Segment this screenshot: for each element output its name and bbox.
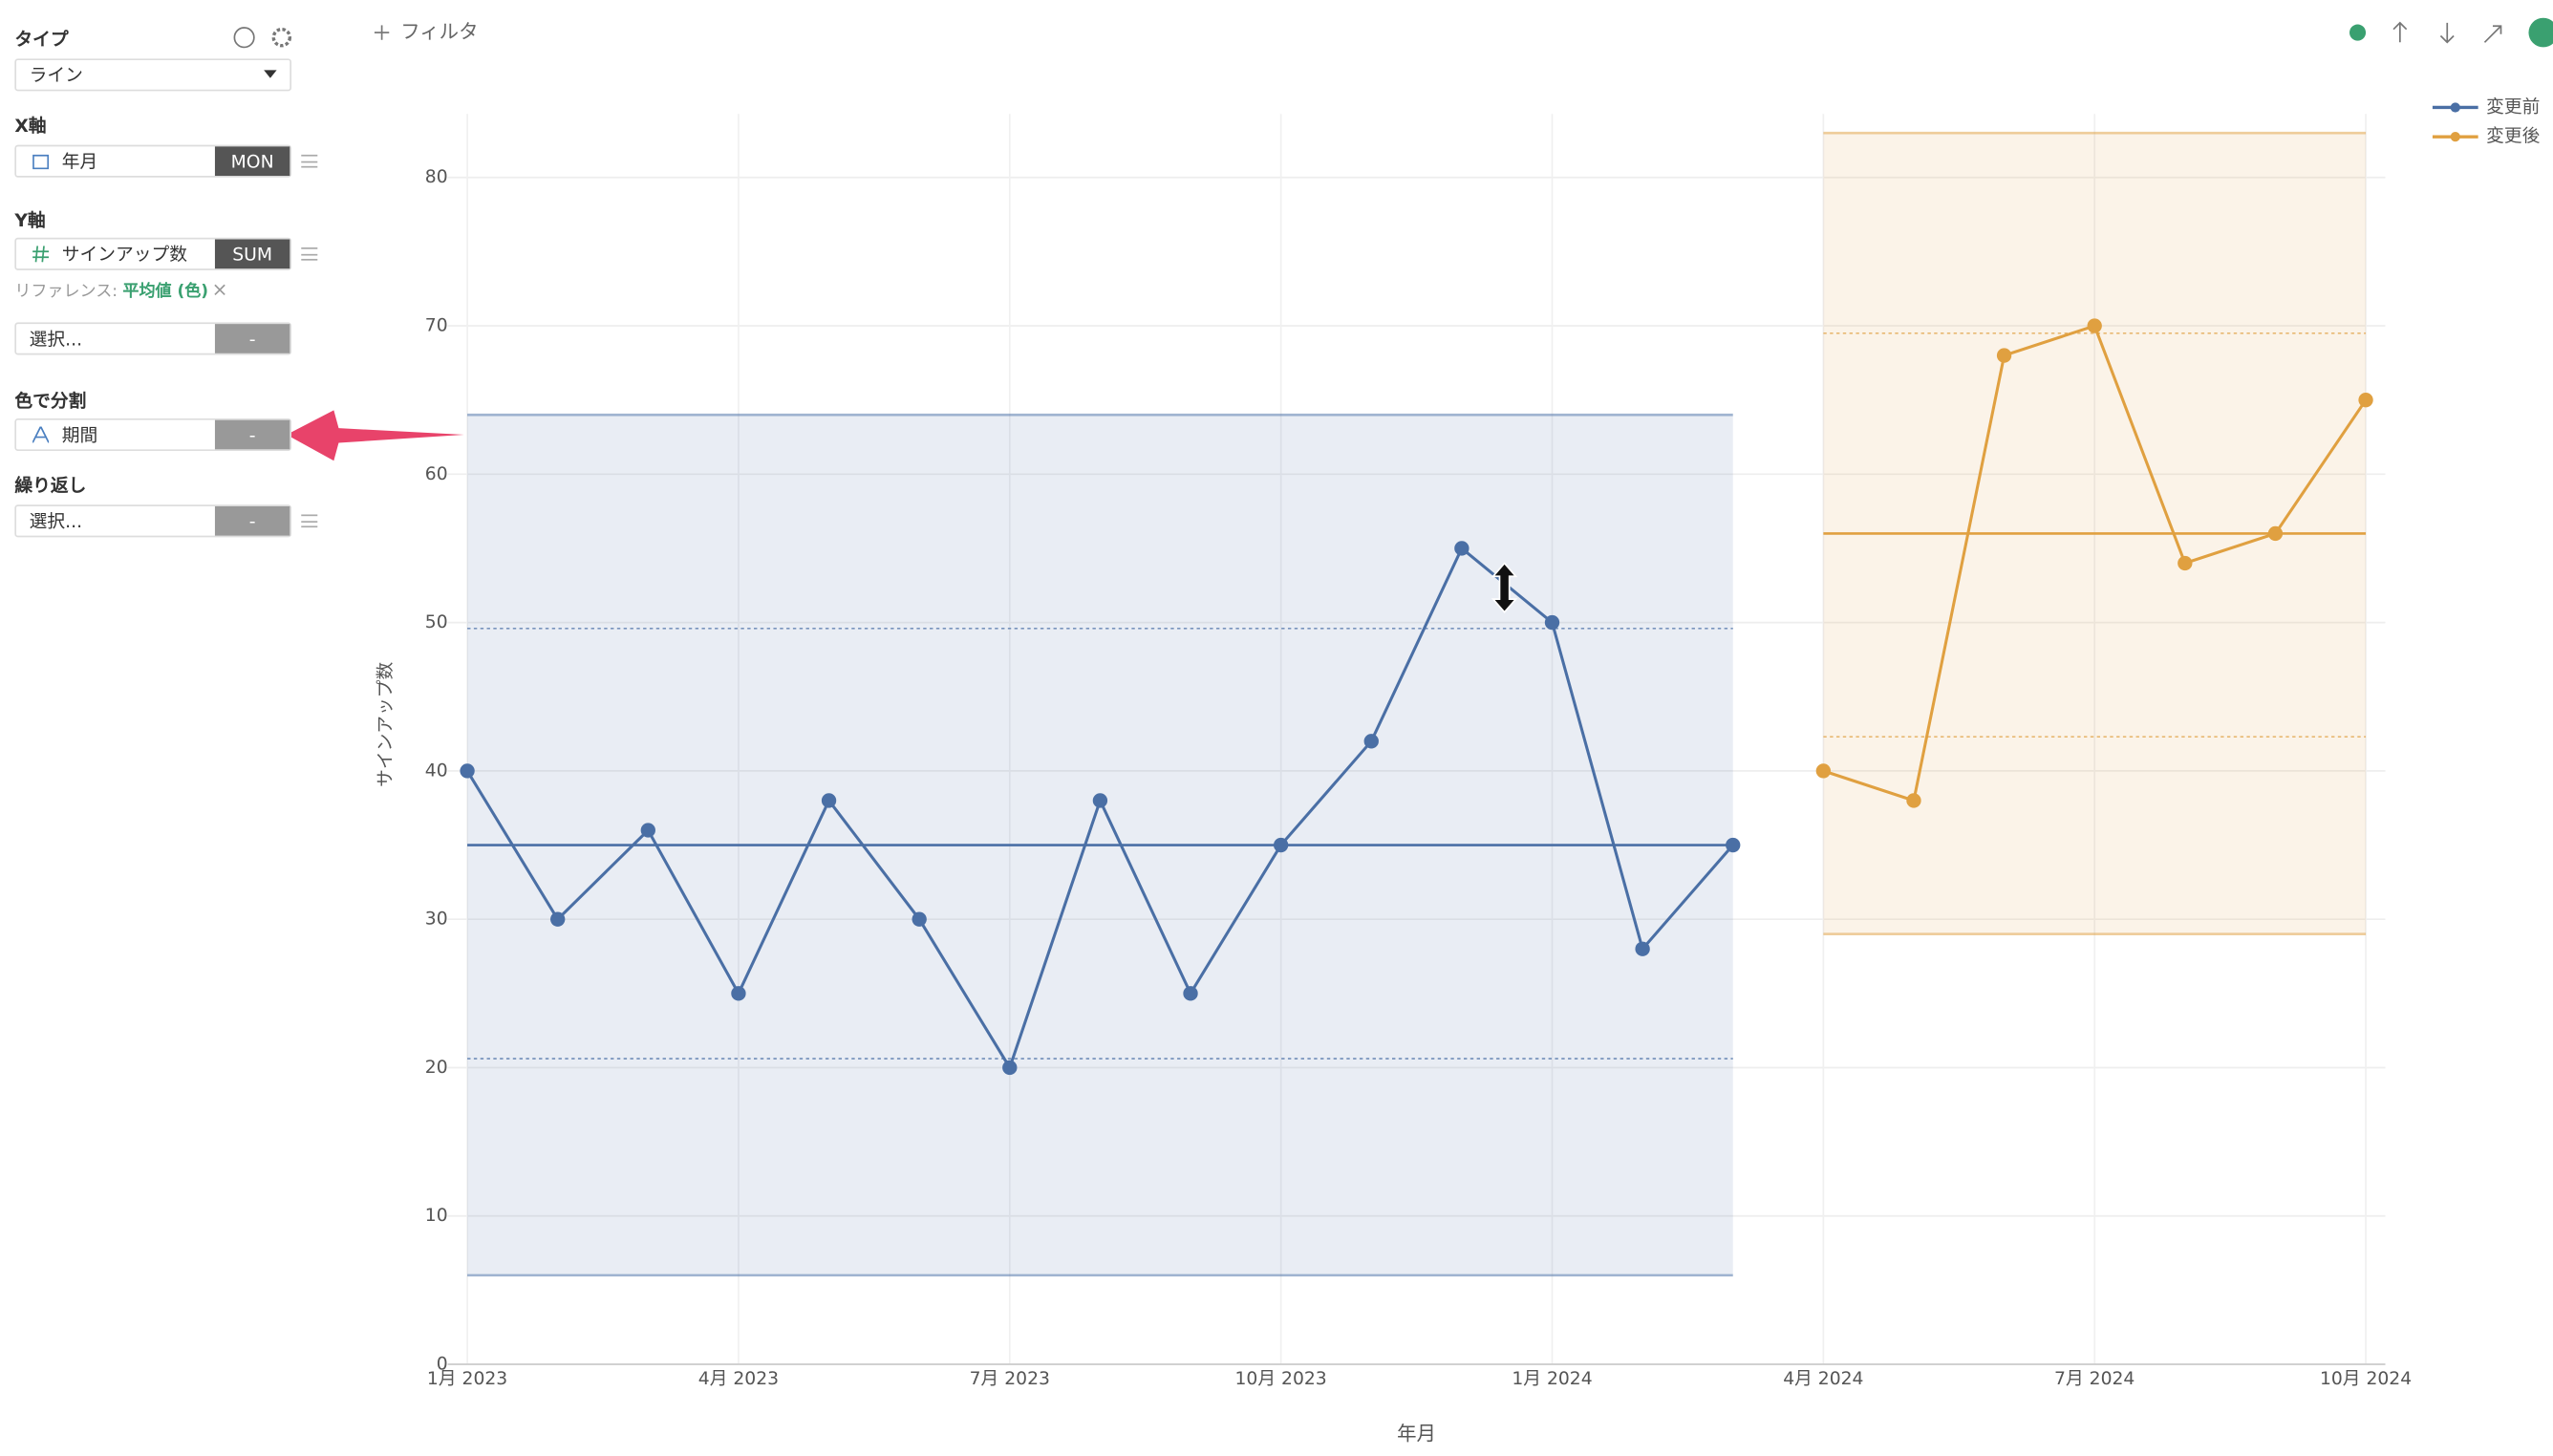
data-point: [912, 911, 927, 927]
y-tick-label: 70: [425, 316, 448, 336]
reference-value[interactable]: 平均値 (色): [122, 283, 209, 302]
annotation-arrow: [286, 410, 464, 461]
data-point: [640, 823, 655, 838]
repeat-field-name: 選択...: [29, 511, 83, 533]
data-point: [2358, 393, 2373, 408]
x-tick-label: 7月 2023: [970, 1369, 1050, 1389]
data-point: [1544, 614, 1560, 631]
menu-icon[interactable]: [301, 154, 318, 168]
x-tick-label: 7月 2024: [2054, 1369, 2135, 1389]
avatar[interactable]: [2528, 17, 2553, 48]
y-tick-label: 60: [425, 464, 448, 484]
color-agg[interactable]: -: [214, 419, 290, 450]
plot-area: 0 10 20 30 40 50 60 70 80 1月 2023 4月 2023 7月 2023 10…: [375, 97, 2540, 1445]
y-axis-label: Y軸: [14, 209, 46, 231]
repeat-field[interactable]: 選択... -: [14, 504, 292, 538]
x-tick-label: 1月 2024: [1512, 1369, 1592, 1389]
y-tick-label: 20: [425, 1058, 448, 1078]
y-tick-label: 0: [437, 1355, 448, 1375]
y-tick-label: 30: [425, 910, 448, 930]
help-icon[interactable]: [233, 27, 255, 49]
repeat-agg[interactable]: -: [214, 505, 290, 536]
x-tick-label: 4月 2024: [1783, 1369, 1863, 1389]
type-label: タイプ: [14, 29, 69, 51]
upload-icon[interactable]: [2392, 21, 2408, 43]
y-tick-label: 80: [425, 167, 448, 187]
x-agg[interactable]: MON: [214, 146, 290, 177]
data-point: [1726, 837, 1741, 853]
expand-icon[interactable]: [2483, 25, 2502, 43]
data-point: [2087, 318, 2102, 333]
x-tick-label: 1月 2023: [427, 1369, 507, 1389]
x-axis-label: X軸: [14, 115, 47, 138]
color-field[interactable]: 期間 -: [14, 418, 292, 452]
number-icon: [32, 246, 50, 263]
type-icons: [233, 27, 292, 49]
legend-label: 変更前: [2486, 97, 2540, 118]
y-field-name: サインアップ数: [61, 244, 187, 266]
calendar-icon: [32, 154, 50, 170]
menu-icon[interactable]: [301, 514, 318, 528]
cursor: [1491, 562, 1518, 614]
y-extra-agg[interactable]: -: [214, 324, 290, 353]
legend-dot: [2450, 102, 2460, 113]
data-point: [2178, 555, 2193, 571]
x-field-name: 年月: [61, 151, 98, 173]
x-tick-label: 10月 2024: [2320, 1369, 2412, 1389]
x-axis-title: 年月: [1397, 1422, 1436, 1445]
data-point: [460, 763, 475, 779]
data-point: [1092, 793, 1108, 808]
x-tick-label: 4月 2023: [698, 1369, 779, 1389]
type-select[interactable]: ライン: [14, 58, 292, 92]
y-field[interactable]: サインアップ数 SUM: [14, 237, 292, 270]
data-point: [731, 986, 746, 1001]
menu-icon[interactable]: [301, 247, 318, 261]
text-icon: [32, 426, 50, 443]
data-point: [1635, 941, 1650, 956]
data-point: [1183, 986, 1198, 1001]
data-point: [550, 911, 566, 927]
data-point: [1363, 734, 1379, 749]
data-point: [1996, 348, 2012, 363]
data-point: [1815, 763, 1832, 779]
remove-icon[interactable]: [214, 284, 227, 297]
legend-dot: [2450, 132, 2460, 142]
reference-row: リファレンス: 平均値 (色): [14, 277, 227, 302]
comment-icon[interactable]: [2349, 24, 2367, 41]
legend-label: 変更後: [2486, 127, 2540, 147]
x-field[interactable]: 年月 MON: [14, 144, 292, 178]
type-value: ライン: [29, 65, 83, 87]
y-extra-name: 選択...: [29, 329, 83, 351]
color-label: 色で分割: [14, 390, 87, 413]
dropdown-icon: [264, 70, 277, 78]
y-tick-label: 10: [425, 1206, 448, 1226]
repeat-label: 繰り返し: [14, 475, 87, 497]
data-point: [821, 793, 837, 808]
x-tick-label: 10月 2023: [1235, 1369, 1327, 1389]
data-point: [1454, 541, 1470, 556]
data-point: [2267, 525, 2284, 542]
data-point: [1906, 793, 1921, 808]
settings-icon[interactable]: [271, 27, 292, 48]
data-point: [1273, 837, 1289, 853]
color-field-name: 期間: [61, 424, 98, 446]
y-tick-label: 50: [425, 612, 448, 632]
y-agg[interactable]: SUM: [214, 239, 290, 269]
y-axis-title: サインアップ数: [375, 661, 396, 786]
y-tick-label: 40: [425, 760, 448, 781]
reference-label: リファレンス:: [14, 283, 118, 302]
download-icon[interactable]: [2439, 22, 2455, 44]
y-extra-field[interactable]: 選択... -: [14, 322, 292, 355]
filter-button[interactable]: フィルタ: [400, 20, 478, 43]
data-point: [1002, 1060, 1018, 1076]
